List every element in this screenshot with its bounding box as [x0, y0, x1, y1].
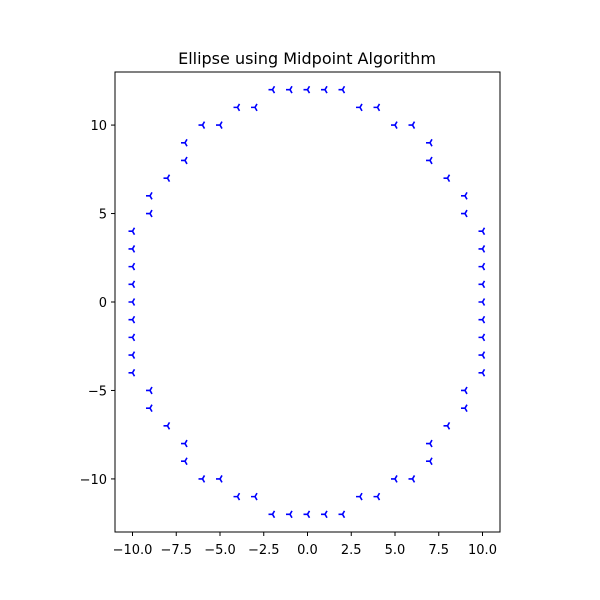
data-point — [163, 421, 171, 430]
data-point — [443, 174, 451, 183]
data-point — [478, 368, 486, 377]
data-point — [233, 492, 241, 501]
data-points — [128, 85, 486, 519]
data-point — [268, 510, 276, 519]
x-tick-label: −7.5 — [160, 543, 192, 558]
y-tick-label: −5 — [88, 384, 107, 399]
data-point — [443, 421, 451, 430]
x-tick-label: −5.0 — [204, 543, 236, 558]
data-point — [391, 475, 398, 483]
data-point — [251, 103, 258, 112]
chart-title: Ellipse using Midpoint Algorithm — [178, 49, 436, 68]
data-point — [146, 191, 153, 200]
data-point — [286, 85, 293, 94]
x-tick-label: 0.0 — [297, 543, 318, 558]
data-point — [146, 209, 153, 218]
data-point — [338, 85, 346, 94]
data-point — [478, 280, 486, 289]
y-axis: −10 −5 0 5 10 — [80, 119, 115, 488]
data-point — [373, 103, 381, 112]
data-point — [478, 298, 486, 306]
x-tick-label: −2.5 — [248, 543, 280, 558]
data-point — [408, 121, 416, 129]
data-point — [321, 510, 328, 519]
data-point — [128, 298, 136, 306]
data-point — [356, 492, 363, 501]
data-point — [391, 121, 398, 129]
data-point — [181, 439, 188, 448]
data-point — [338, 510, 346, 519]
data-point — [478, 333, 486, 342]
plot-area — [114, 71, 501, 533]
x-tick-label: 10.0 — [468, 543, 497, 558]
data-point — [303, 85, 311, 94]
data-point — [146, 404, 153, 413]
data-point — [128, 333, 136, 342]
data-point — [198, 475, 206, 483]
data-point — [356, 103, 363, 112]
data-point — [128, 227, 136, 236]
data-point — [181, 138, 188, 147]
data-point — [478, 315, 486, 324]
data-point — [181, 156, 188, 165]
data-point — [478, 227, 486, 236]
data-point — [321, 85, 328, 94]
data-point — [268, 85, 276, 94]
data-point — [426, 156, 433, 165]
y-tick-label: 0 — [99, 296, 107, 311]
data-point — [286, 510, 293, 519]
y-tick-label: −10 — [80, 473, 107, 488]
data-point — [426, 439, 433, 448]
data-point — [163, 174, 171, 183]
data-point — [478, 262, 486, 271]
data-point — [128, 245, 136, 253]
x-axis: −10.0 −7.5 −5.0 −2.5 0.0 2.5 5.0 7.5 10.0 — [113, 532, 497, 558]
x-tick-label: 7.5 — [428, 543, 449, 558]
data-point — [461, 404, 468, 413]
x-tick-label: 5.0 — [385, 543, 406, 558]
data-point — [373, 492, 381, 501]
data-point — [251, 492, 258, 501]
data-point — [128, 351, 136, 359]
data-point — [478, 245, 486, 253]
data-point — [128, 368, 136, 377]
data-point — [461, 209, 468, 218]
data-point — [461, 191, 468, 200]
x-tick-label: 2.5 — [341, 543, 362, 558]
data-point — [128, 262, 136, 271]
y-tick-label: 10 — [90, 119, 107, 134]
data-point — [303, 510, 311, 519]
data-point — [198, 121, 206, 129]
data-point — [478, 351, 486, 359]
data-point — [216, 475, 223, 483]
data-point — [181, 457, 188, 466]
data-point — [128, 315, 136, 324]
data-point — [426, 138, 433, 147]
data-point — [233, 103, 241, 112]
y-tick-label: 5 — [99, 208, 107, 223]
data-point — [216, 121, 223, 129]
data-point — [461, 386, 468, 395]
data-point — [146, 386, 153, 395]
data-point — [426, 457, 433, 466]
data-point — [128, 280, 136, 289]
x-tick-label: −10.0 — [113, 543, 153, 558]
data-point — [408, 475, 416, 483]
